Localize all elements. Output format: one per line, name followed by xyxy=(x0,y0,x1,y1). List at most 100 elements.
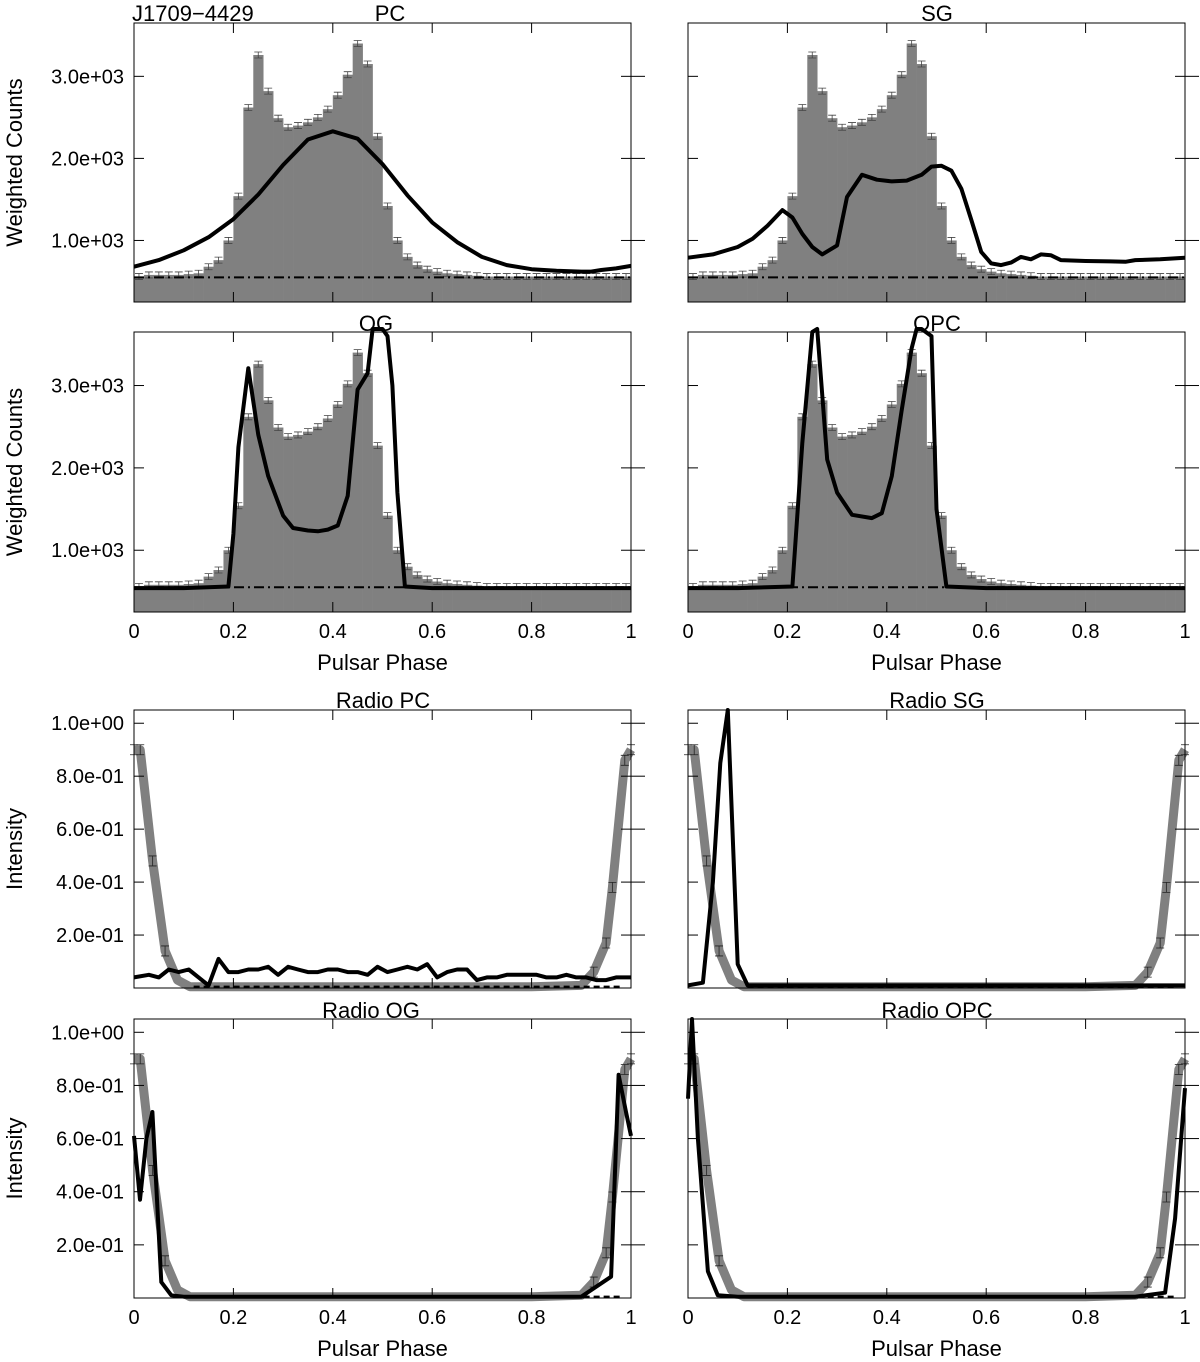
error-bar xyxy=(423,575,432,583)
error-bar xyxy=(937,202,946,210)
error-bar xyxy=(333,401,342,408)
x-tick-label: 0.6 xyxy=(972,1307,1000,1329)
histogram-bar xyxy=(1175,276,1186,302)
histogram-bar xyxy=(1006,584,1017,612)
histogram-bar xyxy=(1095,276,1106,302)
error-bar xyxy=(423,265,432,273)
histogram-bar xyxy=(253,364,264,612)
x-tick-label: 0.4 xyxy=(319,621,347,643)
error-bar xyxy=(927,132,936,140)
y-tick-label: 1.0e+00 xyxy=(51,713,124,735)
observed-profile-line xyxy=(688,745,1189,992)
x-tick-label: 0.8 xyxy=(1072,1307,1100,1329)
error-bar xyxy=(1076,273,1085,280)
histogram-bar xyxy=(847,125,858,302)
histogram-bar xyxy=(193,583,204,612)
observed-profile-line xyxy=(134,745,635,992)
error-bar xyxy=(848,431,856,439)
histogram-bar xyxy=(462,274,473,302)
model-curve xyxy=(132,1072,633,1299)
error-bar xyxy=(373,132,382,140)
histogram-bar xyxy=(1155,276,1166,302)
histogram-bar xyxy=(727,274,738,302)
histogram-bar xyxy=(491,276,503,302)
histogram-bar xyxy=(173,584,184,612)
error-bar xyxy=(284,123,293,131)
histogram-bar xyxy=(1135,276,1146,302)
observed-profile-line xyxy=(688,1054,1189,1302)
histogram-bar xyxy=(966,265,977,302)
error-bar xyxy=(522,273,531,280)
histogram-bar xyxy=(143,274,155,302)
error-bar xyxy=(608,881,617,893)
histogram-bar xyxy=(1025,585,1037,612)
y-tick-label: 8.0e-01 xyxy=(56,1075,124,1097)
model-curve xyxy=(133,956,631,988)
y-tick-label: 3.0e+03 xyxy=(51,66,124,88)
error-bar xyxy=(857,428,866,436)
x-tick-label: 0.2 xyxy=(219,621,247,643)
error-bar xyxy=(343,380,352,388)
histogram-bar xyxy=(767,260,778,302)
error-bar xyxy=(808,51,817,59)
y-tick-label: 2.0e-01 xyxy=(56,1235,124,1257)
error-bar xyxy=(204,573,213,580)
error-bar xyxy=(1162,881,1171,893)
histogram-bar xyxy=(866,117,878,302)
error-bar xyxy=(443,269,452,277)
histogram-bar xyxy=(432,271,443,302)
histogram-bar xyxy=(621,586,632,612)
x-tick-label: 0.6 xyxy=(418,621,446,643)
histogram-bar xyxy=(926,445,937,612)
y-tick-label: 8.0e-01 xyxy=(56,766,124,788)
error-bar xyxy=(818,87,827,95)
panel-opc: 0 0.2 0.4 0.6 0.8 1 OPC Pulsar Phase xyxy=(682,311,1199,675)
error-bar xyxy=(542,273,551,280)
error-bar xyxy=(353,349,362,356)
histogram-bar xyxy=(896,383,907,612)
histogram-bar xyxy=(1125,586,1136,612)
error-bar xyxy=(254,360,263,368)
histogram-bar xyxy=(688,586,699,612)
panel-title: PC xyxy=(375,1,406,26)
error-bar xyxy=(690,744,699,756)
panel-title: OPC xyxy=(913,311,961,336)
x-tick-label: 1 xyxy=(625,1307,636,1329)
histogram-bar xyxy=(956,566,967,612)
error-bar xyxy=(1143,966,1152,978)
histogram-bar xyxy=(293,434,304,612)
histogram-bar xyxy=(283,127,294,302)
histogram-bar xyxy=(916,373,927,612)
error-bar xyxy=(303,428,312,436)
error-bar xyxy=(947,546,956,554)
error-bar xyxy=(313,113,322,121)
histogram-bar xyxy=(332,95,344,302)
error-bar xyxy=(758,263,767,271)
histogram-bar xyxy=(372,136,383,302)
error-bar xyxy=(1176,273,1184,280)
error-bar xyxy=(987,578,996,585)
histogram-bar xyxy=(707,274,719,302)
x-axis-title: Pulsar Phase xyxy=(317,1336,448,1361)
histogram xyxy=(134,349,632,612)
error-bar xyxy=(562,273,571,280)
histogram-bar xyxy=(412,265,423,302)
error-bar xyxy=(1156,273,1165,280)
histogram-bar xyxy=(561,586,572,612)
error-bar xyxy=(997,269,1006,277)
histogram-bar xyxy=(312,117,324,302)
error-bar xyxy=(977,575,986,583)
error-bar xyxy=(264,87,273,95)
panel-title: SG xyxy=(921,1,953,26)
histogram-bar xyxy=(777,550,788,612)
error-bar xyxy=(433,578,442,585)
histogram-bar xyxy=(1165,586,1176,612)
x-tick-label: 0.2 xyxy=(773,1307,801,1329)
y-tick-label: 6.0e-01 xyxy=(56,1129,124,1151)
error-bar xyxy=(333,91,342,99)
error-bar xyxy=(788,192,797,200)
histogram-bar xyxy=(601,586,612,612)
x-axis-title: Pulsar Phase xyxy=(871,650,1002,675)
histogram-bar xyxy=(946,550,957,612)
error-bar xyxy=(323,415,332,422)
